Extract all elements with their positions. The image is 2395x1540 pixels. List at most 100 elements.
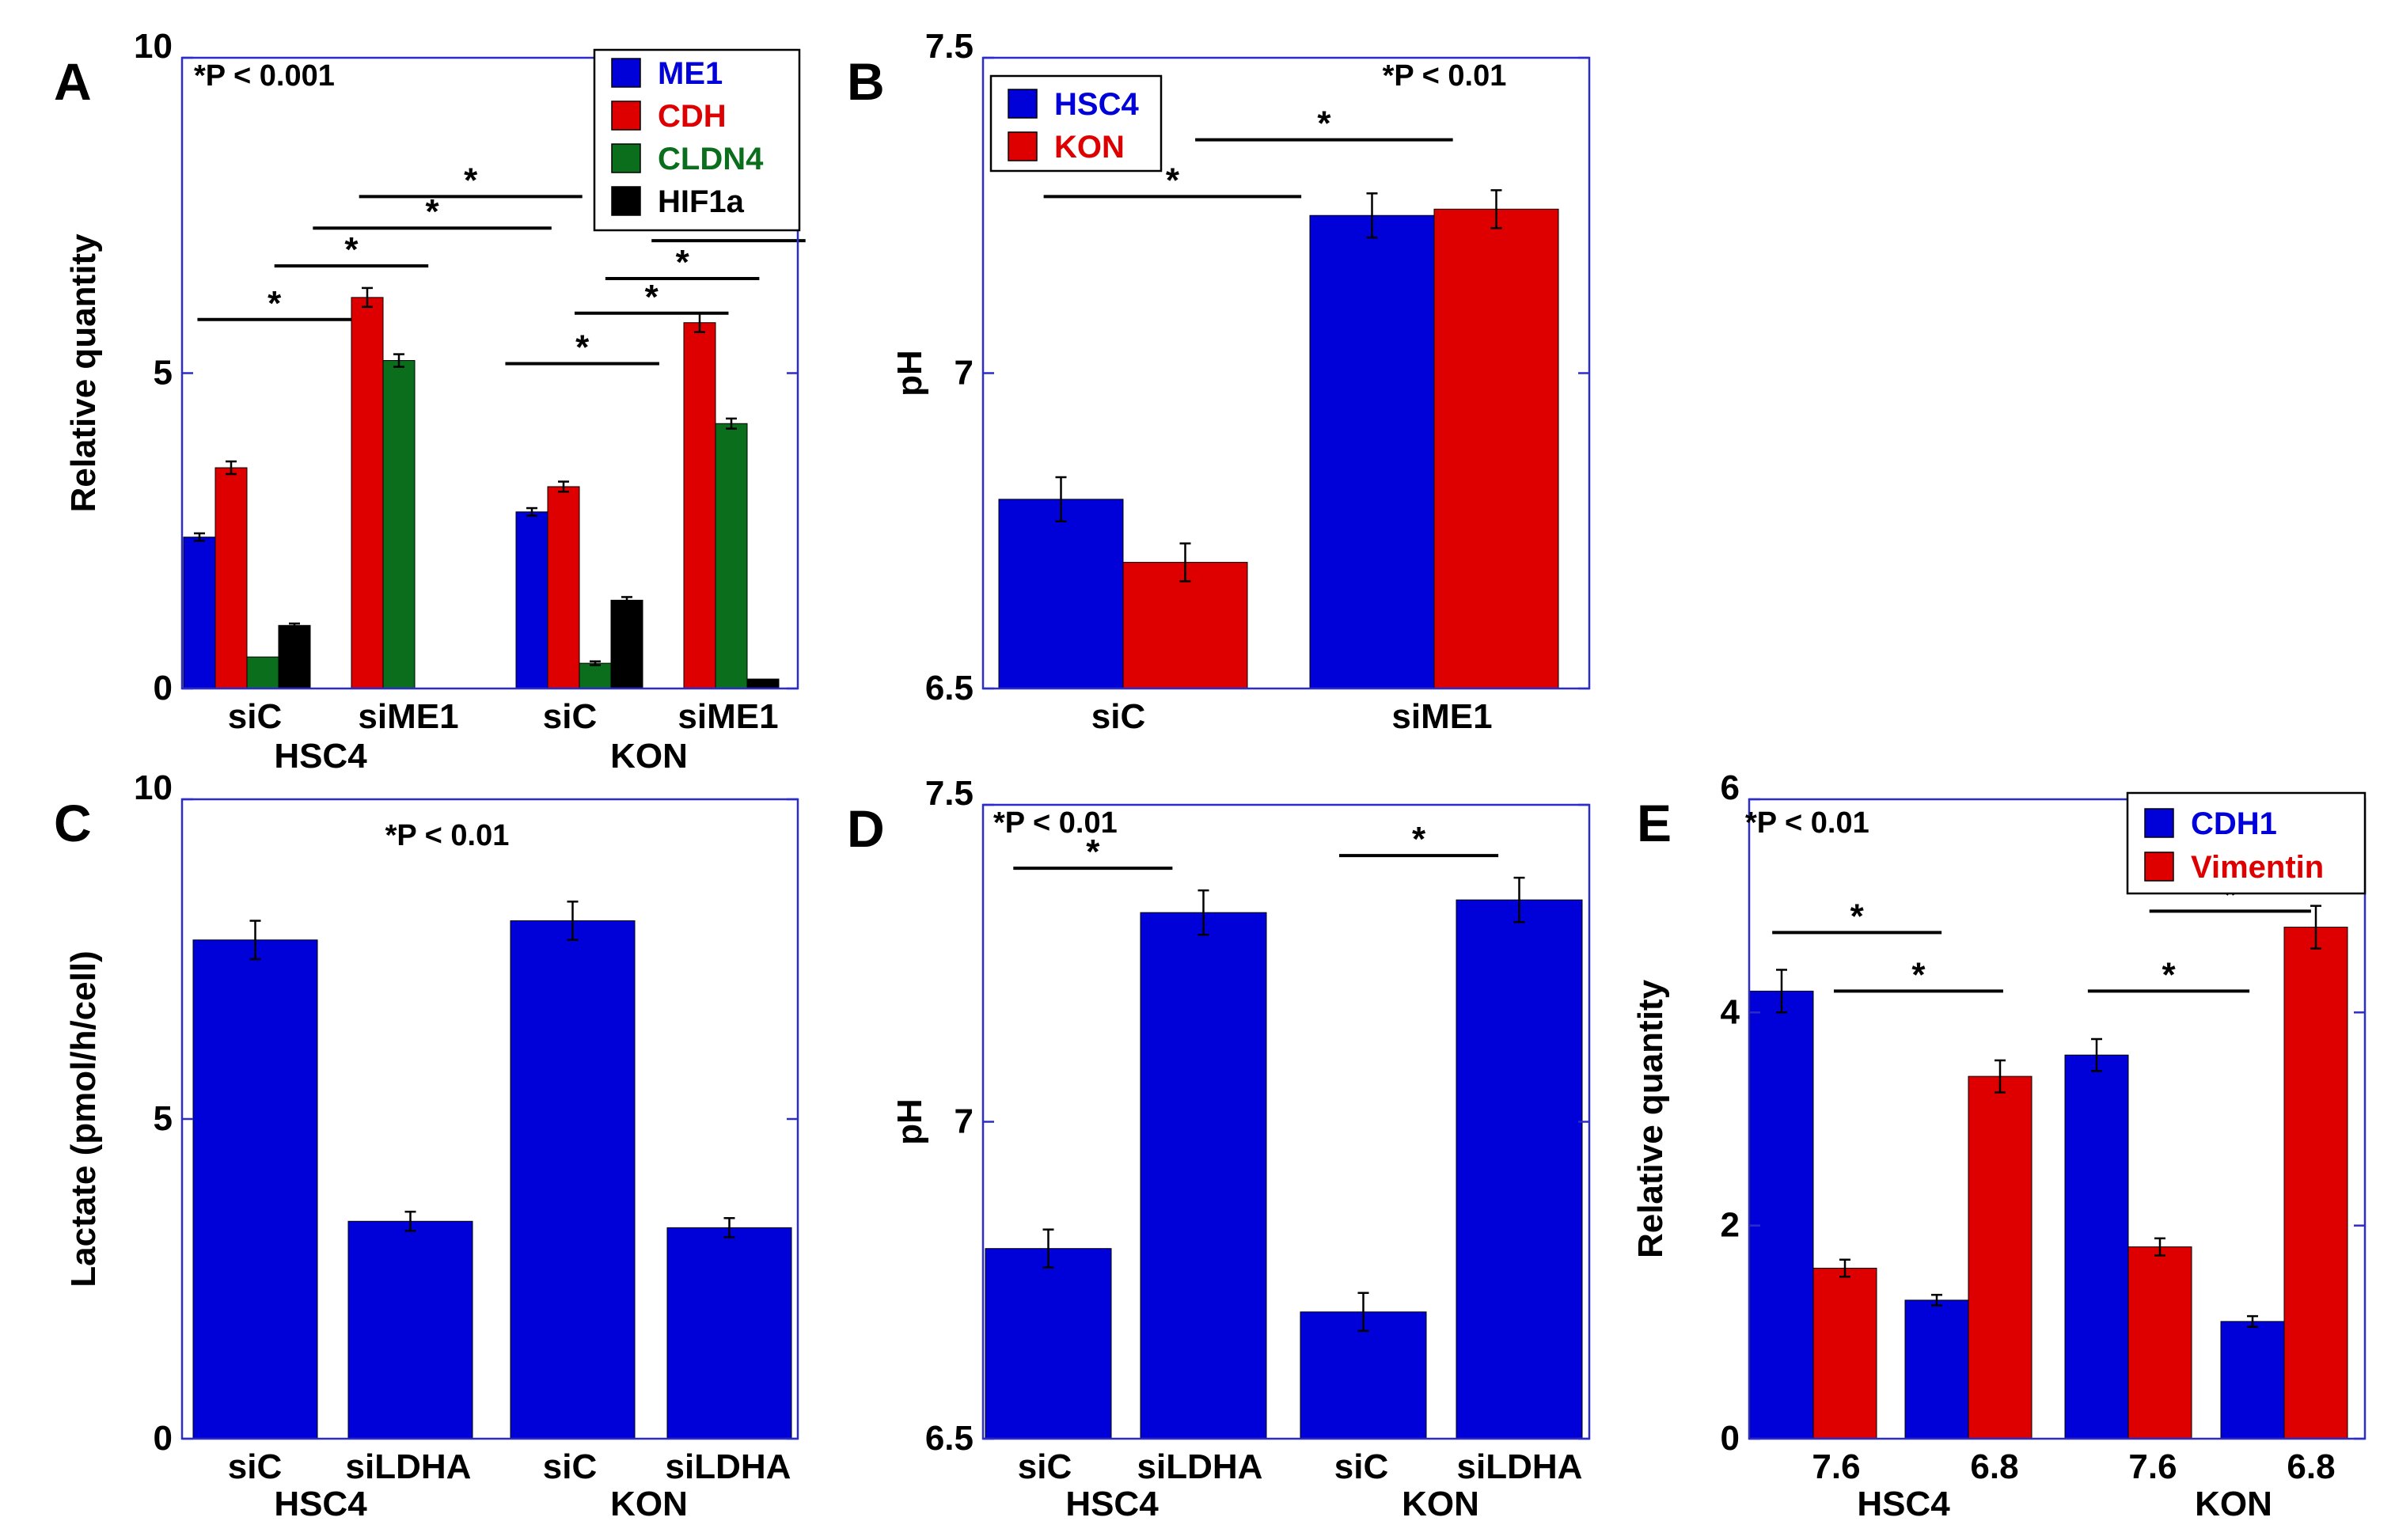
panel-a-legend-label-2: CLDN4: [658, 142, 764, 176]
panel-e-bar-vimentin-2: [2127, 1246, 2192, 1439]
panel-c-bar-series-0: [192, 939, 318, 1439]
panel-b-bar-hsc4-1: [1309, 214, 1435, 689]
legends-layer: ME1 CDH CLDN4 HIF1a HSC4 KON CDH1 Vimentin: [593, 48, 2367, 895]
panel-e-bar-cdh1-2: [2064, 1054, 2129, 1439]
panel-c-ylabel: Lactate (pmol/h/cell): [64, 950, 103, 1287]
panel-b-legend-swatch-1: [1008, 131, 1038, 161]
panel-b-ytick-label-2: 7.5: [925, 27, 974, 66]
panel-a-legend-label-3: HIF1a: [658, 184, 745, 219]
panel-c-ytick-label-0: 0: [154, 1419, 173, 1458]
panel-c-category-label-1: siLDHA: [346, 1447, 472, 1486]
panel-a-bar-hif1a-3: [746, 678, 780, 689]
panel-d-bar-series-1: [1140, 912, 1267, 1439]
panel-e-legend-label-1: Vimentin: [2191, 850, 2324, 885]
panel-e-category-label-0: 7.6: [1812, 1447, 1860, 1486]
panel-e-plot-frame: [1748, 798, 2367, 1440]
panel-e-bar-cdh1-0: [1749, 990, 1814, 1439]
panel-b-bar-hsc4-0: [998, 499, 1124, 689]
panel-a-legend-swatch-0: [611, 58, 641, 88]
panel-d-letter: D: [847, 799, 885, 858]
panel-a-bar-me1-0: [183, 537, 216, 689]
significance-layer: ****************: [197, 104, 2311, 994]
panel-d-ytick-label-2: 7.5: [925, 774, 974, 813]
panel-e-bar-cdh1-1: [1904, 1299, 1969, 1439]
panel-d-significance-star-0: *: [1086, 833, 1100, 871]
panel-a-legend-swatch-1: [611, 101, 641, 131]
panel-a-significance-star-3: *: [464, 161, 478, 199]
panel-e-significance-star-0: *: [1850, 897, 1865, 935]
panel-e-group-label-0: HSC4: [1857, 1485, 1950, 1523]
panel-a-category-label-0: siC: [228, 697, 282, 736]
panel-b-category-label-1: siME1: [1391, 697, 1492, 736]
panel-a-group-label-0: HSC4: [274, 737, 367, 776]
panel-c-pvalue-note: *P < 0.01: [385, 819, 510, 852]
panel-d-category-label-0: siC: [1018, 1447, 1072, 1486]
panel-b-category-label-0: siC: [1091, 697, 1145, 736]
panel-d-pvalue-note: *P < 0.01: [993, 806, 1118, 840]
panel-e-ytick-label-2: 4: [1721, 992, 1740, 1031]
panel-a-bar-cldn4-3: [715, 423, 748, 689]
panel-a-bar-cdh-2: [547, 486, 580, 689]
panel-a-category-label-1: siME1: [358, 697, 458, 736]
panel-b-legend-label-0: HSC4: [1054, 87, 1139, 122]
panel-a-ytick-label-1: 5: [154, 354, 173, 393]
panel-e-category-label-3: 6.8: [2287, 1447, 2335, 1486]
panel-e-ytick-label-3: 6: [1721, 768, 1740, 807]
panel-e-bar-cdh1-3: [2220, 1321, 2285, 1439]
panel-b-legend-label-1: KON: [1054, 130, 1125, 165]
panel-a-significance-star-1: *: [344, 230, 359, 269]
panel-b-significance-star-1: *: [1317, 104, 1331, 143]
panel-c-bar-series-1: [347, 1220, 473, 1439]
panel-e-legend-swatch-1: [2144, 852, 2174, 882]
panel-b-ytick-label-0: 6.5: [925, 669, 974, 707]
panel-e-significance-star-1: *: [1911, 955, 1926, 994]
panel-a-significance-star-5: *: [645, 278, 659, 317]
panel-a-significance-star-0: *: [268, 284, 282, 323]
panel-b-ytick-label-1: 7: [955, 354, 974, 393]
panel-d-category-label-2: siC: [1334, 1447, 1388, 1486]
panel-e-ylabel: Relative quantity: [1631, 979, 1670, 1258]
panel-e-bar-vimentin-0: [1812, 1268, 1877, 1439]
panel-d-ytick-label-0: 6.5: [925, 1419, 974, 1458]
bars-layer: [183, 208, 2348, 1439]
panel-c-letter: C: [54, 794, 92, 852]
panel-a-group-label-1: KON: [610, 737, 688, 776]
panel-a-legend-label-1: CDH: [658, 99, 727, 134]
panel-a-category-label-2: siC: [543, 697, 597, 736]
panel-e-bar-vimentin-1: [1968, 1075, 2033, 1439]
panel-a-significance-star-6: *: [676, 243, 690, 282]
panel-c-bar-series-2: [510, 920, 636, 1439]
panel-a-bar-cdh-1: [351, 297, 384, 689]
panel-a-category-label-3: siME1: [678, 697, 778, 736]
panel-c-category-label-3: siLDHA: [666, 1447, 791, 1486]
axes-layer: [180, 56, 2367, 1440]
panel-d-group-label-1: KON: [1402, 1485, 1479, 1523]
panel-e-pvalue-note: *P < 0.01: [1745, 806, 1869, 840]
panel-a-bar-hif1a-0: [278, 624, 311, 689]
panel-b-bar-kon-0: [1122, 562, 1248, 689]
panel-b-letter: B: [847, 52, 885, 111]
panel-e-category-label-1: 6.8: [1970, 1447, 2018, 1486]
panel-a-significance-star-4: *: [575, 328, 590, 367]
panel-e-significance-star-2: *: [2162, 955, 2176, 994]
panel-c-ytick-label-1: 5: [154, 1099, 173, 1138]
panel-c-group-label-0: HSC4: [274, 1485, 367, 1523]
panel-c-group-label-1: KON: [610, 1485, 688, 1523]
panel-a-bar-cldn4-1: [382, 360, 416, 689]
panel-b-ylabel: pH: [890, 350, 929, 396]
panel-a-bar-hif1a-2: [610, 599, 643, 689]
panel-e-legend-swatch-0: [2144, 808, 2174, 838]
panel-c-category-label-2: siC: [543, 1447, 597, 1486]
panel-a-bar-me1-2: [515, 511, 548, 689]
panel-b-significance-star-0: *: [1166, 161, 1180, 199]
panel-a-bar-cdh-0: [214, 467, 248, 689]
panel-e-bar-vimentin-3: [2283, 927, 2348, 1439]
panel-a-ytick-label-0: 0: [154, 669, 173, 707]
panel-e-group-label-1: KON: [2195, 1485, 2272, 1523]
panel-b-legend-swatch-0: [1008, 89, 1038, 119]
panel-c-ytick-label-2: 10: [134, 768, 173, 807]
panel-e-letter: E: [1637, 794, 1672, 852]
panel-b-pvalue-note: *P < 0.01: [1383, 59, 1507, 93]
